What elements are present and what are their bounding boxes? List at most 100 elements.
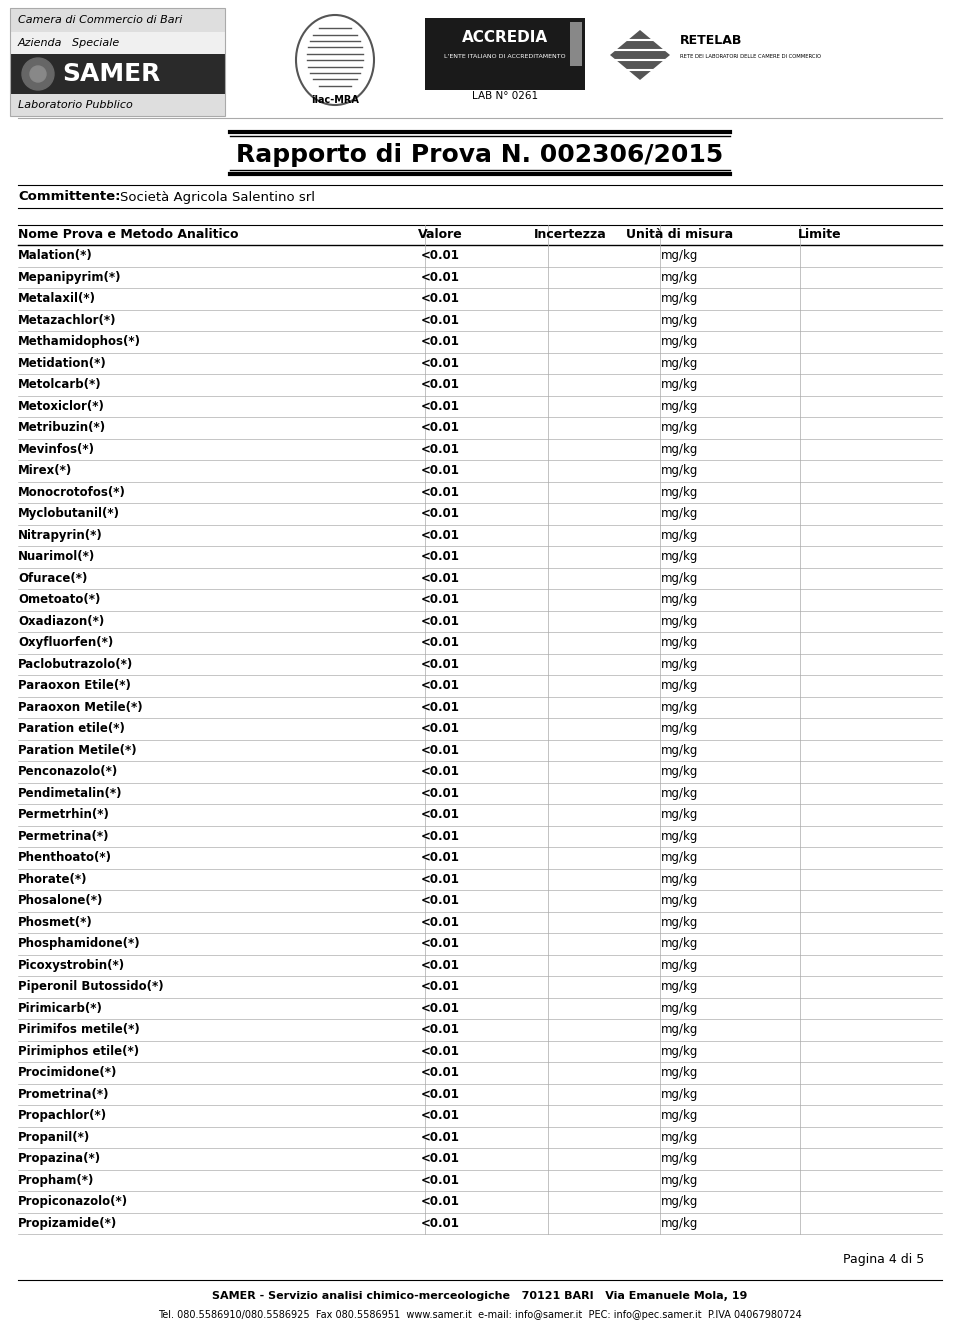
Bar	[570, 21, 582, 66]
Text: Propachlor(*): Propachlor(*)	[18, 1109, 108, 1123]
Text: mg/kg: mg/kg	[661, 1066, 699, 1080]
Text: <0.01: <0.01	[420, 1045, 460, 1058]
Text: mg/kg: mg/kg	[661, 357, 699, 369]
Text: Malation(*): Malation(*)	[18, 250, 93, 262]
Text: Azienda   Speciale: Azienda Speciale	[18, 38, 120, 48]
Text: SAMER - Servizio analisi chimico-merceologiche   70121 BARI   Via Emanuele Mola,: SAMER - Servizio analisi chimico-merceol…	[212, 1291, 748, 1301]
Text: mg/kg: mg/kg	[661, 1152, 699, 1166]
Bar	[10, 94, 225, 115]
Text: Valore: Valore	[418, 228, 463, 242]
Text: <0.01: <0.01	[420, 357, 460, 369]
Text: mg/kg: mg/kg	[661, 808, 699, 822]
Text: Pirimicarb(*): Pirimicarb(*)	[18, 1002, 103, 1015]
Text: Società Agricola Salentino srl: Società Agricola Salentino srl	[120, 191, 315, 204]
Text: <0.01: <0.01	[420, 851, 460, 865]
Text: Phenthoato(*): Phenthoato(*)	[18, 851, 112, 865]
Text: <0.01: <0.01	[420, 1217, 460, 1230]
Text: <0.01: <0.01	[420, 486, 460, 498]
Text: <0.01: <0.01	[420, 787, 460, 799]
Text: L'ENTE ITALIANO DI ACCREDITAMENTO: L'ENTE ITALIANO DI ACCREDITAMENTO	[444, 54, 565, 59]
Text: Ometoato(*): Ometoato(*)	[18, 594, 101, 606]
Text: mg/kg: mg/kg	[661, 314, 699, 326]
Text: mg/kg: mg/kg	[661, 572, 699, 584]
Text: Piperonil Butossido(*): Piperonil Butossido(*)	[18, 980, 163, 994]
Text: <0.01: <0.01	[420, 637, 460, 649]
Text: <0.01: <0.01	[420, 808, 460, 822]
Text: mg/kg: mg/kg	[661, 465, 699, 477]
Text: Nome Prova e Metodo Analitico: Nome Prova e Metodo Analitico	[18, 228, 238, 242]
Text: <0.01: <0.01	[420, 551, 460, 563]
Text: <0.01: <0.01	[420, 422, 460, 434]
Text: <0.01: <0.01	[420, 701, 460, 713]
Bar	[10, 8, 225, 115]
Bar	[10, 54, 225, 94]
Polygon shape	[610, 30, 670, 81]
Text: <0.01: <0.01	[420, 894, 460, 908]
Text: Propizamide(*): Propizamide(*)	[18, 1217, 117, 1230]
Text: mg/kg: mg/kg	[661, 1217, 699, 1230]
Text: mg/kg: mg/kg	[661, 250, 699, 262]
Text: mg/kg: mg/kg	[661, 1131, 699, 1144]
Text: mg/kg: mg/kg	[661, 508, 699, 520]
Text: mg/kg: mg/kg	[661, 1023, 699, 1037]
Text: <0.01: <0.01	[420, 529, 460, 541]
Text: mg/kg: mg/kg	[661, 873, 699, 886]
Text: RETELAB: RETELAB	[680, 34, 742, 47]
Text: <0.01: <0.01	[420, 766, 460, 778]
Text: mg/kg: mg/kg	[661, 701, 699, 713]
Text: mg/kg: mg/kg	[661, 851, 699, 865]
Text: mg/kg: mg/kg	[661, 980, 699, 994]
Text: <0.01: <0.01	[420, 723, 460, 735]
Text: ACCREDIA: ACCREDIA	[462, 31, 548, 46]
Text: mg/kg: mg/kg	[661, 744, 699, 756]
Text: Phosalone(*): Phosalone(*)	[18, 894, 104, 908]
Text: mg/kg: mg/kg	[661, 1088, 699, 1101]
Circle shape	[22, 58, 54, 90]
Text: <0.01: <0.01	[420, 443, 460, 455]
Text: <0.01: <0.01	[420, 314, 460, 326]
Text: Metalaxil(*): Metalaxil(*)	[18, 293, 96, 305]
Text: <0.01: <0.01	[420, 680, 460, 692]
Text: <0.01: <0.01	[420, 1174, 460, 1187]
Text: mg/kg: mg/kg	[661, 787, 699, 799]
Circle shape	[30, 66, 46, 82]
Text: Propham(*): Propham(*)	[18, 1174, 94, 1187]
Text: Paclobutrazolo(*): Paclobutrazolo(*)	[18, 658, 133, 670]
Text: Propiconazolo(*): Propiconazolo(*)	[18, 1195, 128, 1209]
Text: RETE DEI LABORATORI DELLE CAMERE DI COMMERCIO: RETE DEI LABORATORI DELLE CAMERE DI COMM…	[680, 54, 821, 59]
Text: <0.01: <0.01	[420, 1109, 460, 1123]
Text: <0.01: <0.01	[420, 400, 460, 412]
Text: mg/kg: mg/kg	[661, 830, 699, 843]
Text: Paration Metile(*): Paration Metile(*)	[18, 744, 136, 756]
Text: Picoxystrobin(*): Picoxystrobin(*)	[18, 959, 125, 972]
Text: mg/kg: mg/kg	[661, 379, 699, 391]
Text: <0.01: <0.01	[420, 1152, 460, 1166]
Text: mg/kg: mg/kg	[661, 293, 699, 305]
Text: mg/kg: mg/kg	[661, 766, 699, 778]
Text: Ofurace(*): Ofurace(*)	[18, 572, 87, 584]
Bar	[425, 17, 585, 90]
Text: Myclobutanil(*): Myclobutanil(*)	[18, 508, 120, 520]
Text: Limite: Limite	[798, 228, 842, 242]
Text: Oxyfluorfen(*): Oxyfluorfen(*)	[18, 637, 113, 649]
Text: Propanil(*): Propanil(*)	[18, 1131, 90, 1144]
Text: Permetrina(*): Permetrina(*)	[18, 830, 109, 843]
Text: ilac-MRA: ilac-MRA	[311, 95, 359, 105]
Text: Metoxiclor(*): Metoxiclor(*)	[18, 400, 105, 412]
Text: <0.01: <0.01	[420, 1131, 460, 1144]
Text: Prometrina(*): Prometrina(*)	[18, 1088, 109, 1101]
Text: Mevinfos(*): Mevinfos(*)	[18, 443, 95, 455]
Text: <0.01: <0.01	[420, 1088, 460, 1101]
Text: Permetrhin(*): Permetrhin(*)	[18, 808, 109, 822]
Text: <0.01: <0.01	[420, 916, 460, 929]
Text: mg/kg: mg/kg	[661, 658, 699, 670]
Text: Phosphamidone(*): Phosphamidone(*)	[18, 937, 140, 951]
Text: Metazachlor(*): Metazachlor(*)	[18, 314, 116, 326]
Text: Paration etile(*): Paration etile(*)	[18, 723, 125, 735]
Text: mg/kg: mg/kg	[661, 615, 699, 627]
Text: <0.01: <0.01	[420, 980, 460, 994]
Text: SAMER: SAMER	[62, 62, 160, 86]
Text: mg/kg: mg/kg	[661, 443, 699, 455]
Text: Unità di misura: Unità di misura	[627, 228, 733, 242]
Text: mg/kg: mg/kg	[661, 529, 699, 541]
